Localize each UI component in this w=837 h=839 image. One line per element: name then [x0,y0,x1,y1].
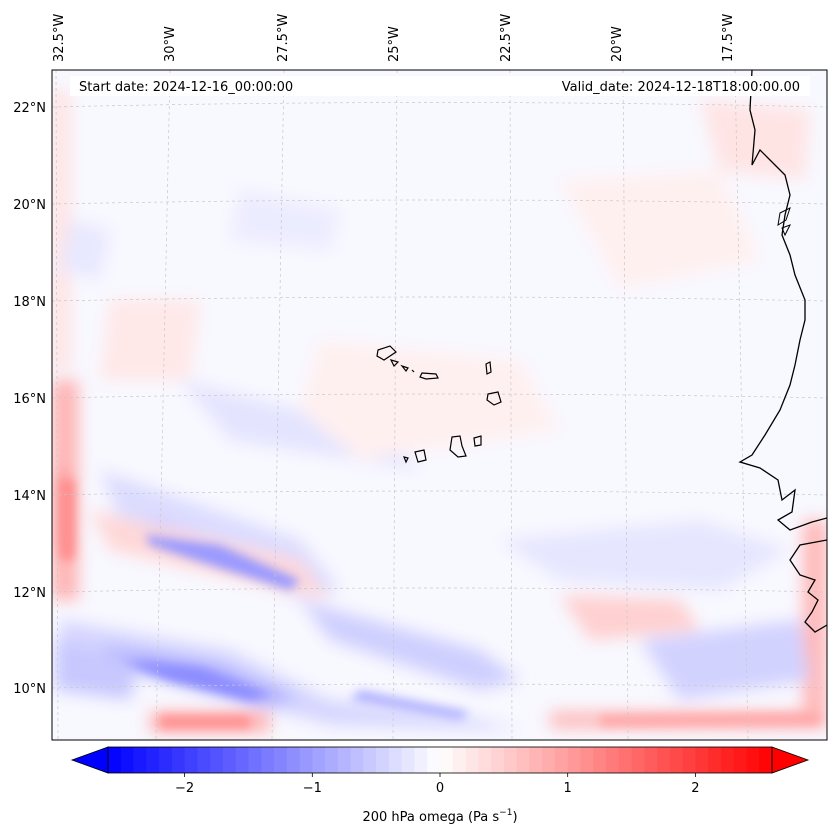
colorbar-cell [363,747,377,773]
lat-tick-label: 12°N [13,586,46,601]
colorbar-cell [159,747,173,773]
colorbar-cell [350,747,364,773]
colorbar-cell [452,747,467,773]
colorbar-cell [657,747,671,773]
colorbar-cell [733,747,748,773]
colorbar-cell [478,747,492,773]
date-band [70,76,810,96]
colorbar-cell [133,747,147,773]
colorbar-cell [210,747,224,773]
colorbar-cell [695,747,709,773]
cabo-verde-islands [376,345,502,464]
colorbar-cell [337,747,352,773]
colorbar-cell [669,747,684,773]
colorbar: −2 −1 0 1 2 200 hPa omega (Pa s−1) [70,746,810,825]
lat-tick-label: 14°N [13,489,46,504]
start-date-label: Start date: 2024-12-16_00:00:00 [79,80,293,95]
map-frame [51,69,828,741]
colorbar-cell [108,747,122,773]
colorbar-cell [631,747,645,773]
colorbar-cell [235,747,250,773]
colorbar-cell [274,747,288,773]
colorbar-cell [465,747,479,773]
lat-tick-label: 10°N [13,682,46,697]
colorbar-cell [593,747,607,773]
colorbar-cell [542,747,556,773]
lon-tick-label: 30°W [163,26,178,62]
colorbar-ticks: −2 −1 0 1 2 [175,773,700,796]
lat-tick-label: 16°N [13,392,46,407]
colorbar-label: 200 hPa omega (Pa s−1) [362,808,517,825]
colorbar-cell [554,747,569,773]
lon-tick-label: 27.5°W [276,14,291,62]
coast-inlet [777,207,792,237]
african-coastline [738,70,827,633]
colorbar-cells [108,747,773,773]
colorbar-cell [682,747,696,773]
colorbar-cell [606,747,620,773]
gridlines [52,70,827,740]
lon-tick-label: 25°W [387,26,402,62]
lat-tick-label: 20°N [13,198,46,213]
colorbar-cell [720,747,735,773]
colorbar-tick-label: 0 [436,781,444,796]
colorbar-extend-low [70,746,109,774]
colorbar-cell [312,747,326,773]
colorbar-cell [580,747,594,773]
colorbar-cell [222,747,237,773]
colorbar-cell [325,747,339,773]
lon-tick-label: 32.5°W [52,14,67,62]
lat-tick-label: 22°N [13,101,46,116]
colorbar-cell [401,747,416,773]
colorbar-cell [197,747,211,773]
colorbar-cell [491,747,505,773]
colorbar-cell [248,747,262,773]
colorbar-cell [286,747,301,773]
colorbar-tick-label: 1 [564,781,572,796]
colorbar-tick-label: 2 [691,781,699,796]
colorbar-cell [746,747,760,773]
colorbar-tick-label: −1 [303,781,322,796]
colorbar-cell [171,747,186,773]
map-panel: Start date: 2024-12-16_00:00:00 Valid_da… [52,70,827,740]
colorbar-cell [529,747,543,773]
colorbar-cell [146,747,160,773]
colorbar-cell [427,747,441,773]
latitude-labels: 22°N 20°N 18°N 16°N 14°N 12°N 10°N [13,101,46,697]
colorbar-cell [516,747,530,773]
colorbar-cell [759,747,773,773]
colorbar-cell [440,747,454,773]
lat-tick-label: 18°N [13,295,46,310]
colorbar-cell [644,747,658,773]
lon-tick-label: 20°W [610,26,625,62]
colorbar-cell [261,747,275,773]
colorbar-cell [708,747,722,773]
colorbar-cell [618,747,633,773]
lon-tick-label: 17.5°W [721,14,736,62]
colorbar-cell [503,747,518,773]
colorbar-cell [414,747,428,773]
longitude-labels: 32.5°W 30°W 27.5°W 25°W 22.5°W 20°W 17.5°W [52,14,736,62]
colorbar-cell [299,747,313,773]
colorbar-cell [184,747,198,773]
colorbar-tick-label: −2 [175,781,194,796]
colorbar-cell [376,747,390,773]
lon-tick-label: 22.5°W [499,14,514,62]
colorbar-cell [388,747,403,773]
valid-date-label: Valid_date: 2024-12-18T18:00:00.00 [562,80,800,95]
colorbar-extend-high [771,746,810,774]
colorbar-cell [120,747,135,773]
colorbar-cell [567,747,582,773]
